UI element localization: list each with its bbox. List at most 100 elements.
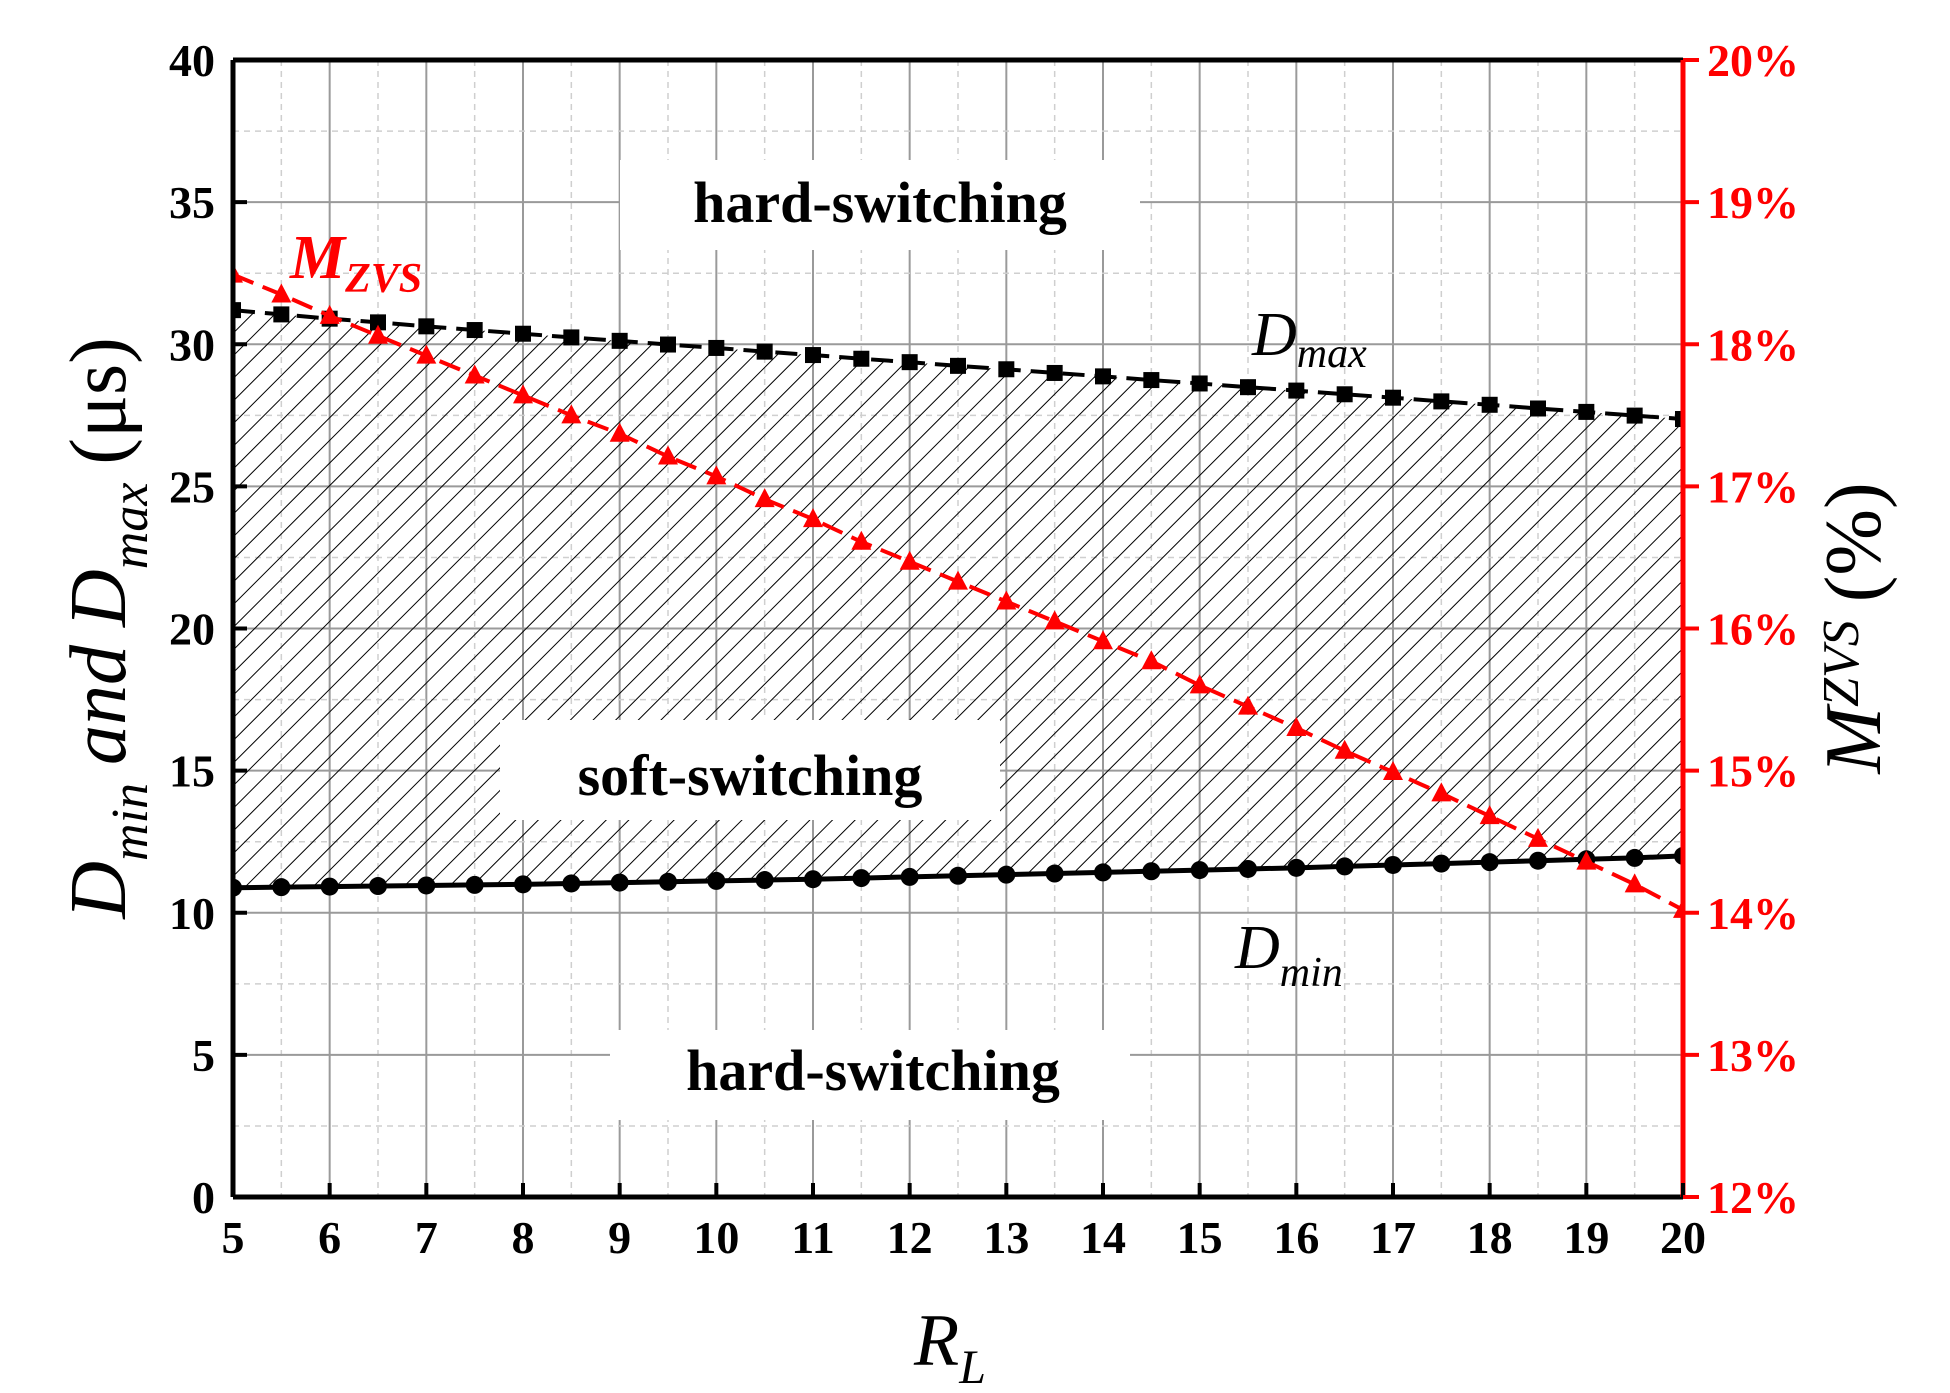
mzvs-point: [1286, 716, 1307, 736]
mzvs-point: [754, 488, 775, 508]
dmax-point: [418, 318, 435, 335]
dmax-point: [1240, 379, 1256, 396]
y-left-tick-label: 15: [169, 746, 215, 797]
mzvs-point: [1189, 674, 1210, 694]
x-tick-label: 14: [1080, 1212, 1126, 1263]
dmin-point: [804, 870, 822, 889]
dmax-point: [1143, 372, 1160, 389]
dmax-point: [1046, 364, 1063, 381]
dmin-point: [320, 877, 339, 896]
dmax-point: [611, 332, 628, 349]
dmin-point: [1529, 851, 1547, 870]
y-left-tick-label: 20: [169, 604, 215, 655]
y-right-tick-label: 16%: [1707, 604, 1799, 655]
y-right-tick-label: 13%: [1707, 1030, 1799, 1081]
mzvs-point: [513, 384, 533, 404]
mzvs-point: [851, 530, 872, 550]
dmax-point: [805, 347, 821, 364]
dmax-point: [1626, 407, 1643, 424]
dmin-point: [369, 877, 387, 896]
dmin-point: [900, 867, 919, 886]
dmax-point: [1675, 411, 1683, 428]
dmin-point: [1335, 857, 1354, 876]
dmin-point: [610, 873, 629, 892]
svg-text:hard-switching: hard-switching: [693, 170, 1067, 235]
mzvs-point: [803, 508, 823, 528]
dmax-point: [273, 306, 290, 323]
dmax-point: [660, 336, 676, 353]
dmin-point: [514, 875, 532, 894]
y-left-tick-label: 0: [192, 1172, 215, 1223]
svg-text:hard-switching: hard-switching: [686, 1038, 1060, 1103]
mzvs-point: [899, 550, 920, 570]
y-left-tick-label: 10: [169, 888, 215, 939]
mzvs-point: [1528, 827, 1548, 847]
dmax-point: [466, 322, 483, 339]
dmin-point: [465, 875, 484, 894]
dmax-point: [1578, 403, 1595, 420]
mzvs-point: [319, 304, 340, 324]
dmax-point: [708, 339, 725, 356]
x-tick-label: 19: [1563, 1212, 1609, 1263]
mzvs-point: [1141, 650, 1162, 670]
y-right-tick-label: 18%: [1707, 319, 1799, 370]
y-axis-title-left: DminandDmax(μs): [55, 337, 159, 920]
x-tick-label: 10: [693, 1212, 739, 1263]
dmin-point: [852, 869, 871, 888]
x-tick-label: 17: [1370, 1212, 1416, 1263]
dmin-point: [1432, 854, 1451, 873]
mzvs-point: [1624, 873, 1645, 893]
dmin-point: [1625, 848, 1644, 867]
dmax-point: [1481, 396, 1498, 413]
y-axis-title-right: MZVS(%): [1810, 482, 1898, 774]
x-tick-label: 15: [1177, 1212, 1223, 1263]
mzvs-point: [1479, 805, 1500, 825]
mzvs-point: [948, 570, 968, 590]
dmin-point: [1142, 862, 1161, 881]
dmin-point: [707, 871, 726, 890]
dmax-point: [998, 361, 1015, 378]
dmin-point: [1384, 855, 1402, 874]
mzvs-point: [416, 344, 437, 364]
y-right-tick-label: 12%: [1707, 1172, 1799, 1223]
mzvs-point: [1334, 739, 1355, 759]
series-label-dmax: Dmax: [1251, 301, 1367, 377]
dmin-point: [1094, 863, 1112, 882]
region-label-bottom: hard-switching: [610, 1030, 1130, 1120]
y-left-tick-label: 35: [169, 177, 215, 228]
y-left-tick-label: 25: [169, 461, 215, 512]
dmax-point: [950, 357, 966, 374]
dmin-point: [272, 878, 291, 897]
dmin-point: [949, 866, 967, 885]
x-tick-label: 12: [887, 1212, 933, 1263]
mzvs-point: [561, 404, 582, 424]
series-label-dmin: Dmin: [1234, 914, 1343, 996]
region-label-middle: soft-switching: [500, 720, 1000, 820]
dmax-point: [1288, 382, 1305, 399]
dmax-point: [563, 329, 580, 346]
dmax-point: [1433, 393, 1450, 410]
x-tick-label: 9: [608, 1212, 631, 1263]
x-tick-label: 13: [983, 1212, 1029, 1263]
dmax-point: [853, 350, 870, 367]
mzvs-point: [1431, 782, 1452, 802]
mzvs-point: [609, 422, 630, 442]
x-tick-label: 20: [1660, 1212, 1706, 1263]
dmax-point: [756, 343, 773, 360]
svg-text:soft-switching: soft-switching: [578, 743, 923, 808]
dmin-point: [1045, 864, 1064, 883]
dmin-point: [1239, 859, 1257, 878]
y-right-tick-label: 19%: [1707, 177, 1799, 228]
dmin-point: [1287, 858, 1306, 877]
x-axis-title: RL: [913, 1300, 986, 1393]
mzvs-point: [368, 324, 388, 344]
dmax-point: [233, 302, 241, 319]
dmax-point: [1336, 386, 1353, 403]
dmin-point: [1480, 853, 1499, 872]
mzvs-point: [706, 465, 727, 485]
dmin-point: [562, 874, 581, 893]
x-tick-label: 16: [1273, 1212, 1319, 1263]
mzvs-point: [1044, 610, 1065, 630]
dmax-point: [1191, 375, 1208, 392]
dmin-point: [997, 865, 1016, 884]
